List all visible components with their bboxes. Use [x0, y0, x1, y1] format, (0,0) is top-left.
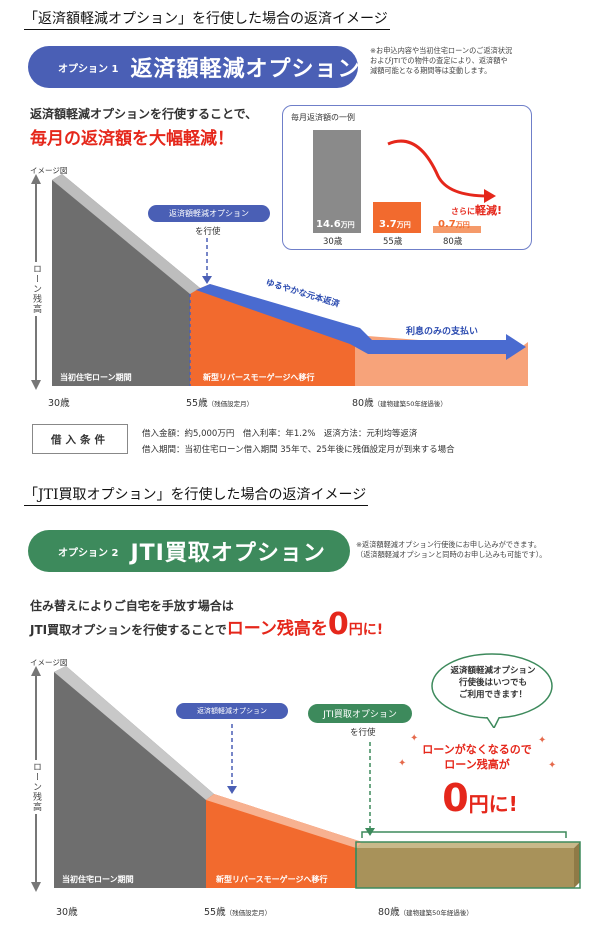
x-note: （建物建築50年経過後） — [399, 909, 473, 917]
option2-band-left: 当初住宅ローン期間 — [62, 875, 134, 884]
note-line: およびJTIでの物件の査定により、返済額や — [370, 56, 508, 65]
sparkle-icon: ✦ — [548, 760, 557, 771]
option1-callout: 返済額軽減オプション — [148, 205, 270, 222]
option2-x-label-30: 30歳 — [56, 904, 78, 918]
x-age: 55歳 — [186, 398, 208, 409]
zero-line1: ローンがなくなるので — [422, 743, 532, 756]
inset-title: 毎月返済額の一例 — [291, 113, 355, 122]
zero-digit: 0 — [442, 776, 469, 820]
speech-bubble — [431, 653, 553, 728]
option2-callout-right-sub: を行使 — [350, 728, 376, 738]
conditions-line2: 借入期間：当初住宅ローン借入期間 35年で、25年後に残価設定月が到来する場合 — [142, 445, 455, 455]
further-arrow-icon — [387, 139, 496, 203]
option1-arrow-text-2: 利息のみの支払い — [406, 327, 479, 337]
option1-x-label-55: 55歳（残価設定月） — [186, 395, 253, 409]
bar-80 — [433, 226, 481, 233]
bubble-line: 返済額軽減オプション — [450, 666, 536, 676]
note-line: ※返済額軽減オプション行使後にお申し込みができます。 — [356, 540, 541, 549]
option1-band-right: 新型リバースモーゲージへ移行 — [203, 373, 315, 382]
monthly-payment-inset: 毎月返済額の一例 14.6万円 3.7万円 0.7万円 30歳 55歳 80歳 … — [282, 105, 532, 250]
value: 3.7 — [379, 219, 397, 230]
option2-callout-left: 返済額軽減オプション — [176, 703, 288, 719]
option2-callout-right: JTI買取オプション — [308, 704, 412, 723]
option1-balance-chart — [31, 174, 528, 390]
unit: 万円 — [455, 221, 470, 229]
option2-y-axis-label: ローン残高 — [30, 760, 43, 814]
option1-lead-line2: 毎月の返済額を大幅軽減！ — [30, 129, 234, 149]
bar-age-30: 30歳 — [323, 237, 343, 247]
option1-x-label-80: 80歳（建物建築50年経過後） — [352, 395, 447, 409]
option1-name: 返済額軽減オプション — [130, 57, 361, 82]
x-age: 30歳 — [48, 398, 70, 409]
bubble-line: ご利用できます！ — [458, 690, 527, 700]
note-line: 減額可能となる期間等は変動します。 — [370, 66, 492, 75]
x-note: （残価設定月） — [207, 400, 254, 408]
conditions-line1: 借入金額：約5,000万円 借入利率：年1.2% 返済方法：元利均等返済 — [142, 429, 418, 439]
option1-image-label: イメージ図 — [30, 166, 68, 175]
lead-big-zero: 0 — [327, 607, 349, 642]
option2-note: ※返済額軽減オプション行使後にお申し込みができます。 （返済額軽減オプションと同… — [356, 540, 546, 560]
conditions-label: 借入条件 — [32, 424, 128, 454]
further-reduction-label: さらに軽減! — [451, 202, 502, 218]
x-age: 80歳 — [352, 398, 374, 409]
option2-lead-line1: 住み替えによりご自宅を手放す場合は — [30, 599, 234, 613]
sparkle-icon: ✦ — [410, 733, 419, 744]
lead-red-b: 円に! — [348, 622, 384, 638]
option2-x-label-80: 80歳（建物建築50年経過後） — [378, 904, 473, 918]
lead-prefix: JTI買取オプションを行使することで — [30, 623, 227, 637]
value: 14.6 — [316, 219, 341, 230]
bar-30 — [313, 130, 361, 233]
x-age: 55歳 — [204, 907, 226, 918]
note-line: （返済額軽減オプションと同時のお申し込みも可能です）。 — [356, 550, 547, 559]
x-note: （建物建築50年経過後） — [373, 400, 447, 408]
option2-balance-chart — [31, 666, 581, 892]
option1-callout-sub: を行使 — [195, 227, 221, 237]
option1-lead-line1: 返済額軽減オプションを行使することで、 — [30, 107, 258, 121]
bar-value-55: 3.7万円 — [379, 219, 411, 230]
option1-note: ※お申込内容や当初住宅ローンのご返済状況 およびJTIでの物件の査定により、返済… — [370, 46, 512, 76]
option2-image-label: イメージ図 — [30, 658, 68, 667]
bar-age-80: 80歳 — [443, 237, 463, 247]
word: 軽減! — [475, 204, 503, 217]
bar-value-30: 14.6万円 — [316, 219, 355, 230]
option1-x-label-30: 30歳 — [48, 395, 70, 409]
option1-band-left: 当初住宅ローン期間 — [60, 373, 132, 382]
zero-message: ローンがなくなるので ローン残高が — [412, 742, 542, 772]
sparkle-icon: ✦ — [538, 735, 547, 746]
section1-heading: 「返済額軽減オプション」を行使した場合の返済イメージ — [24, 8, 390, 30]
option1-y-axis-label: ローン残高 — [30, 262, 43, 316]
unit: 万円 — [340, 221, 355, 229]
option2-lead-line2: JTI買取オプションを行使することでローン残高を0円に! — [30, 610, 384, 640]
option2-number: オプション 2 — [58, 547, 119, 559]
section2-heading: 「JTI買取オプション」を行使した場合の返済イメージ — [24, 484, 369, 506]
bar-value-80: 0.7万円 — [438, 219, 470, 230]
bar-55 — [373, 202, 421, 233]
option2-name: JTI買取オプション — [130, 541, 326, 566]
option2-title-pill: オプション 2 JTI買取オプション — [28, 530, 350, 572]
bar-age-55: 55歳 — [383, 237, 403, 247]
bubble-line: 行使後はいつでも — [458, 678, 527, 688]
sparkle-icon: ✦ — [398, 758, 407, 769]
option2-band-right: 新型リバースモーゲージへ移行 — [216, 875, 328, 884]
unit: 万円 — [396, 221, 411, 229]
prefix: さらに — [451, 207, 475, 216]
zero-suffix: 円に! — [468, 792, 518, 816]
x-age: 30歳 — [56, 907, 78, 918]
zero-line2: ローン残高が — [444, 758, 510, 771]
note-line: ※お申込内容や当初住宅ローンのご返済状況 — [370, 46, 513, 55]
option1-title-pill: オプション 1 返済額軽減オプション — [28, 46, 361, 88]
option1-number: オプション 1 — [58, 63, 119, 75]
x-note: （残価設定月） — [225, 909, 272, 917]
bubble-text: 返済額軽減オプション 行使後はいつでも ご利用できます！ — [447, 665, 539, 701]
value: 0.7 — [438, 219, 456, 230]
x-age: 80歳 — [378, 907, 400, 918]
option2-x-label-55: 55歳（残価設定月） — [204, 904, 271, 918]
lead-red-a: ローン残高を — [226, 619, 328, 639]
zero-big: 0円に! — [420, 776, 540, 820]
